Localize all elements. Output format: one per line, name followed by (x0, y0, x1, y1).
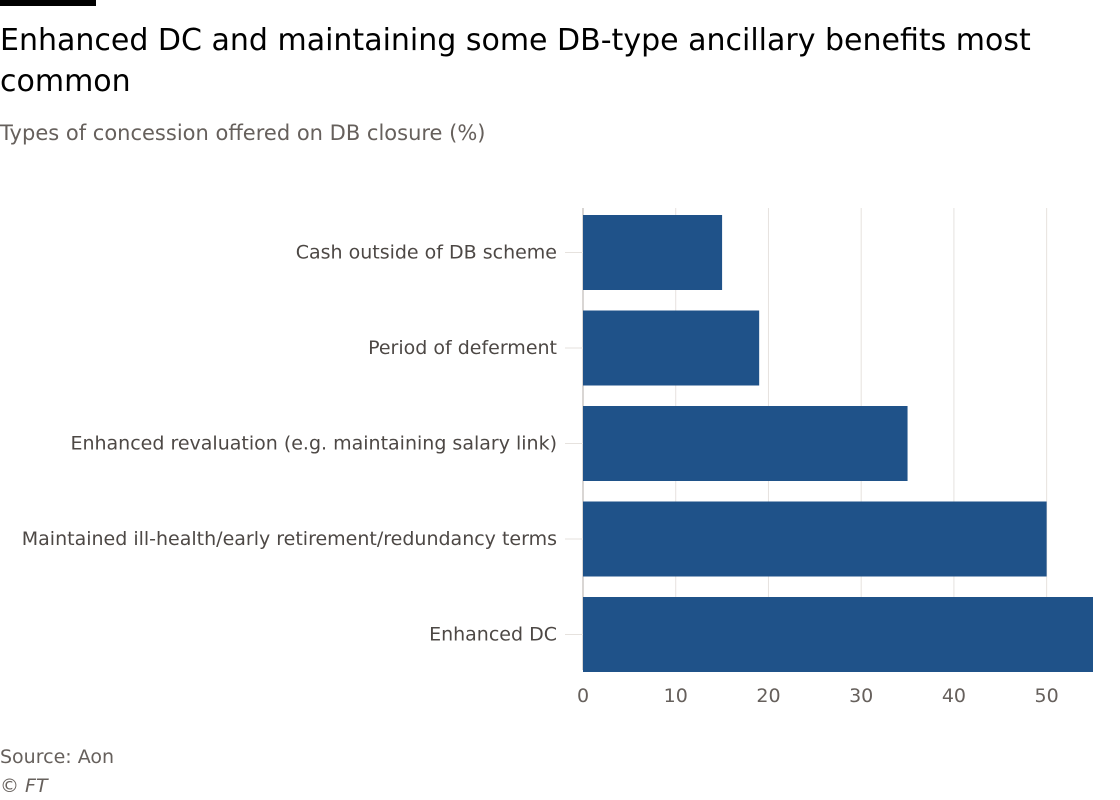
bar-chart: Cash outside of DB scheme Period of defer… (22, 208, 1093, 707)
bar-3 (583, 501, 1047, 577)
bar-0 (583, 215, 723, 290)
chart-subtitle: Types of concession offered on DB closur… (0, 121, 486, 145)
category-label: Maintained ill-health/early retirement/r… (22, 528, 557, 550)
bar-2 (583, 406, 908, 481)
category-label: Enhanced revaluation (e.g. maintaining s… (70, 433, 557, 455)
category-labels: Cash outside of DB scheme Period of defer… (22, 242, 583, 646)
category-label: Period of deferment (368, 337, 557, 359)
source-note: Source: Aon (0, 746, 115, 768)
x-axis-ticks: 0 10 20 30 40 50 (577, 685, 1059, 707)
bar-4 (583, 597, 1093, 672)
x-tick-label: 20 (756, 685, 780, 707)
x-tick-label: 0 (577, 685, 589, 707)
x-tick-label: 10 (664, 685, 688, 707)
top-rule (0, 0, 96, 6)
chart-title: Enhanced DC and maintaining some DB-type… (0, 23, 1031, 99)
x-tick-label: 30 (849, 685, 873, 707)
category-label: Enhanced DC (429, 624, 557, 646)
x-tick-label: 50 (1035, 685, 1059, 707)
bar-1 (583, 310, 760, 386)
bars (583, 215, 1093, 672)
category-label: Cash outside of DB scheme (296, 242, 557, 264)
copyright-note: © FT (0, 775, 48, 797)
x-tick-label: 40 (942, 685, 966, 707)
